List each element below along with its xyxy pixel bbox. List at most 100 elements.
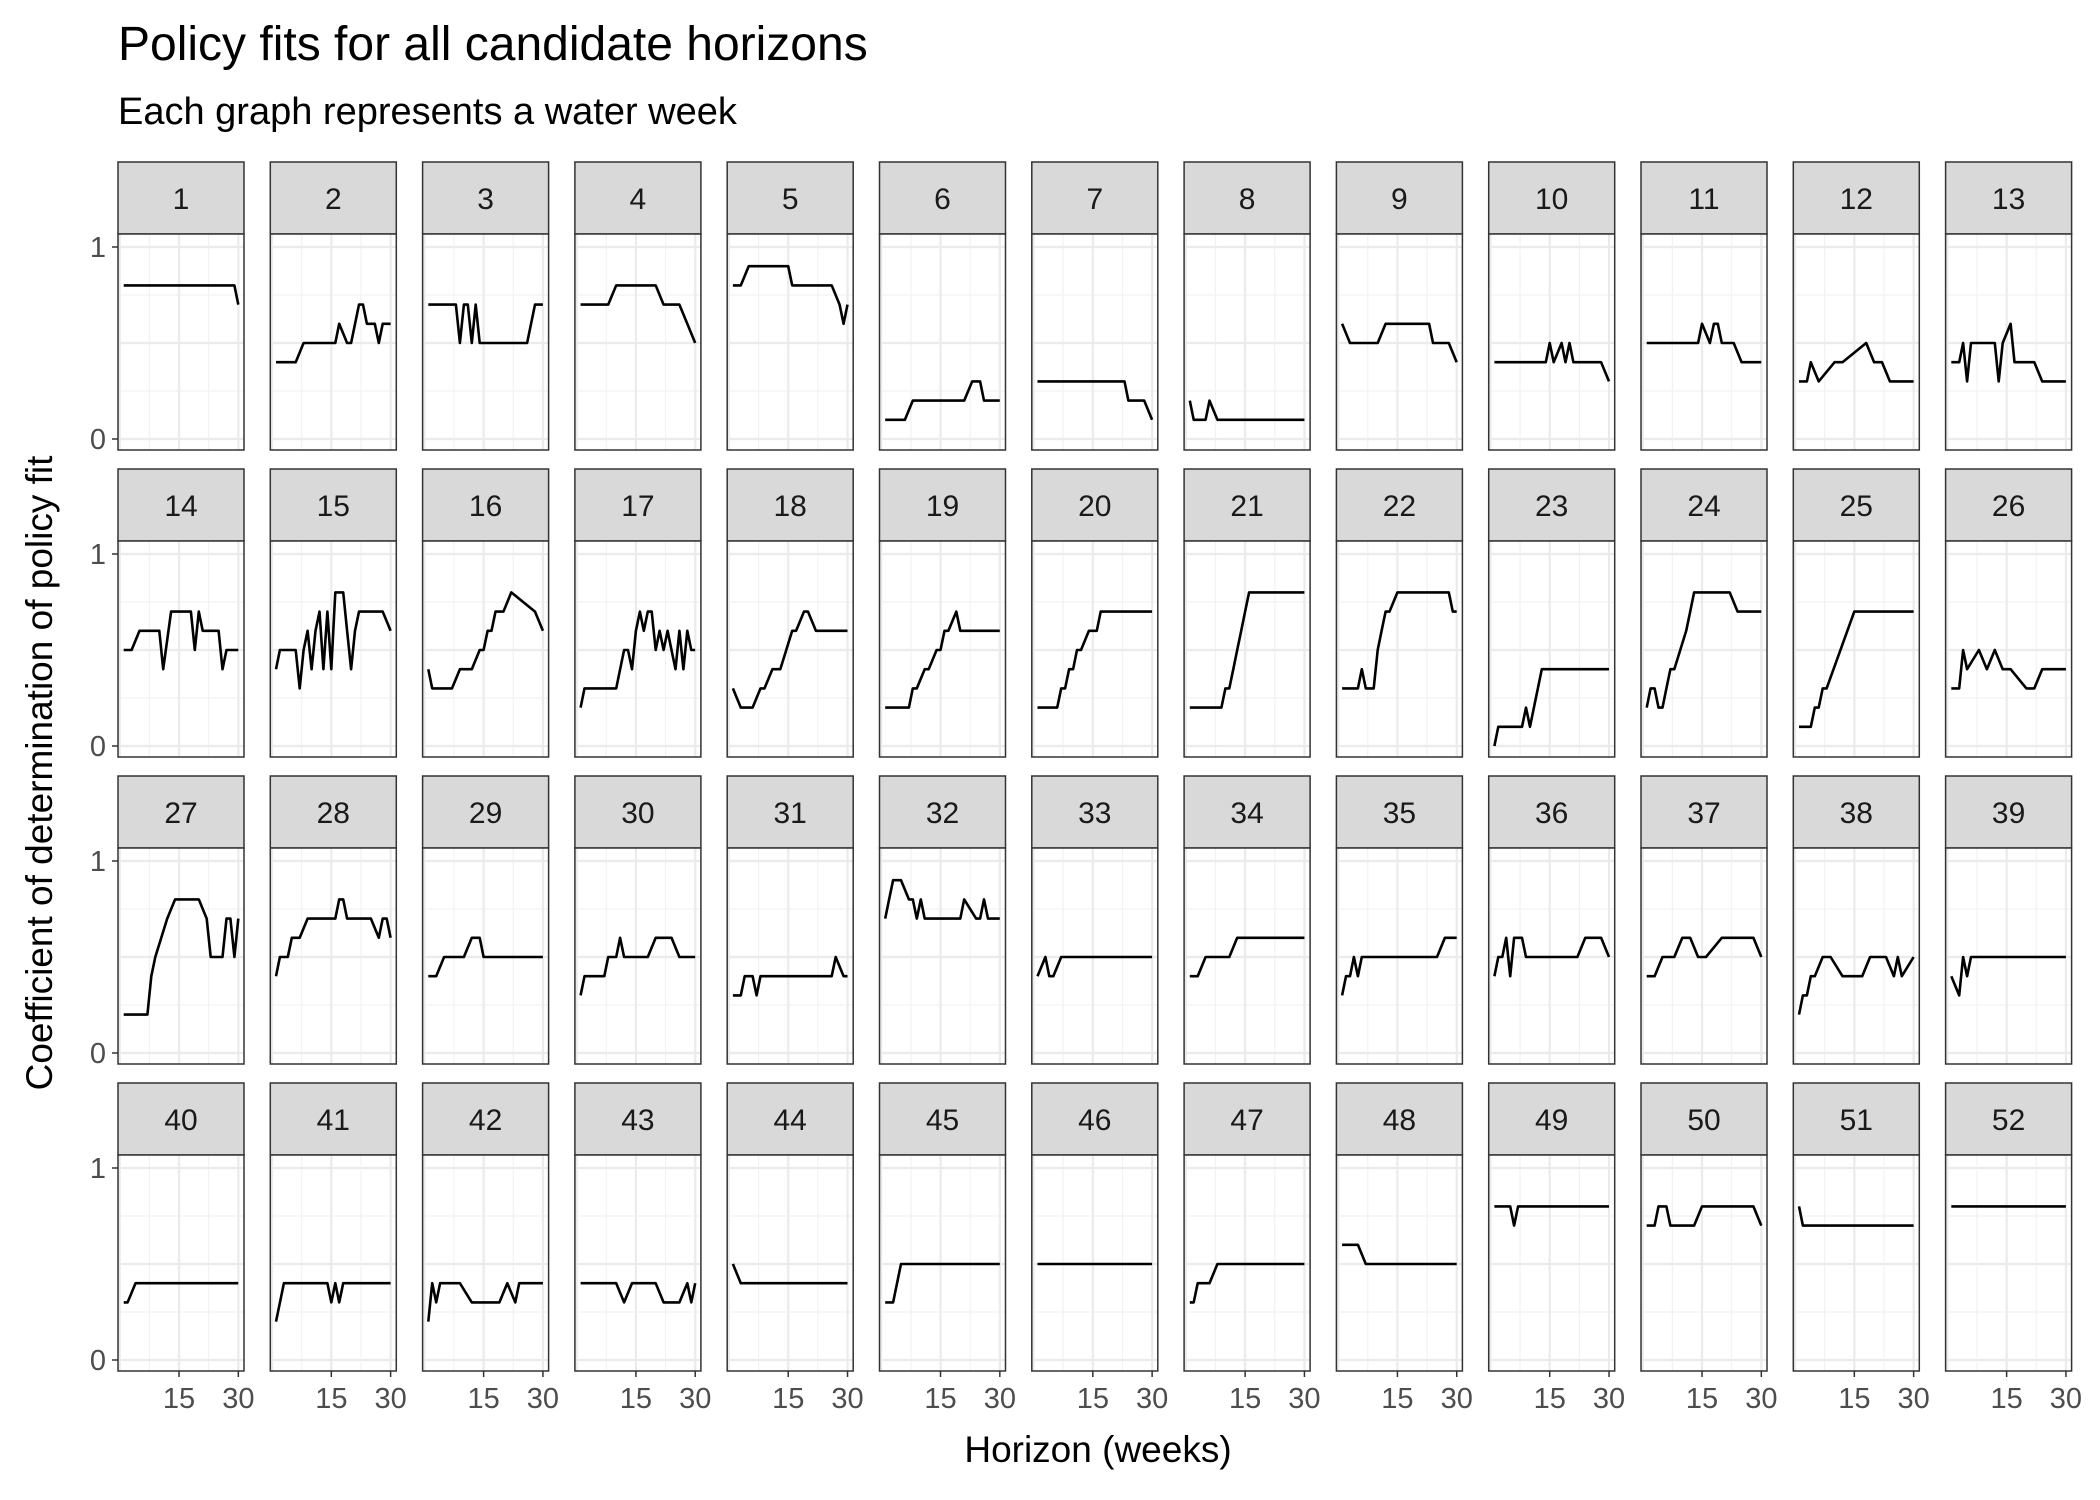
series-line xyxy=(1950,955,2066,997)
facet-strip-label: 2 xyxy=(325,183,342,216)
facet-panel-12: 12 xyxy=(1792,161,1921,451)
series-line xyxy=(1951,648,2066,690)
series-line xyxy=(1494,1205,1609,1227)
facet-strip-label: 8 xyxy=(1239,183,1256,216)
facet-strip xyxy=(1792,468,1921,542)
facet-border xyxy=(1031,847,1159,1065)
series-line xyxy=(731,1263,848,1285)
facet-strip xyxy=(878,468,1007,542)
facet-border xyxy=(726,847,854,1065)
series-line xyxy=(1799,610,1914,729)
facet-strip xyxy=(878,1082,1007,1156)
series-line xyxy=(731,610,848,709)
x-tick-label: 30 xyxy=(984,1383,1016,1415)
x-axis-title: Horizon (weeks) xyxy=(964,1429,1231,1470)
facet-panel-5: 5 xyxy=(726,161,854,451)
facet-border xyxy=(1944,847,2073,1065)
series-line xyxy=(1342,591,1457,690)
facet-strip-label: 12 xyxy=(1840,183,1873,216)
facet-border xyxy=(1183,540,1311,758)
facet-border xyxy=(574,233,702,451)
series-line xyxy=(732,955,848,997)
series-line xyxy=(123,1281,239,1304)
series-line xyxy=(123,610,239,671)
facet-panel-35: 35 xyxy=(1335,775,1464,1065)
facet-panel-40: 40 0 1 15 30 xyxy=(90,1082,254,1415)
series-line xyxy=(1645,591,1762,709)
facet-border xyxy=(1183,847,1311,1065)
facet-border xyxy=(726,540,854,758)
series-line xyxy=(428,936,543,978)
facet-panel-50: 50 15 30 xyxy=(1640,1082,1777,1415)
x-tick-label: 15 xyxy=(1686,1383,1718,1415)
facet-panel-15: 15 xyxy=(269,468,398,758)
facet-border xyxy=(726,1154,854,1372)
facet-border xyxy=(117,233,245,451)
facet-strip xyxy=(1031,1082,1159,1156)
facet-panel-11: 11 xyxy=(1640,161,1768,451)
facet-border xyxy=(574,847,702,1065)
y-axis-title: Coefficient of determination of policy f… xyxy=(19,455,60,1091)
facet-border xyxy=(1335,1154,1464,1372)
facet-strip-label: 46 xyxy=(1078,1104,1111,1137)
series-line xyxy=(1646,936,1763,978)
facet-panel-41: 41 15 30 xyxy=(269,1082,407,1415)
facet-strip xyxy=(1944,1082,2073,1156)
series-line xyxy=(885,380,1000,422)
facet-panel-16: 16 xyxy=(421,468,550,758)
y-tick-label: 1 xyxy=(90,846,106,878)
facet-panel-6: 6 xyxy=(878,161,1007,451)
series-line xyxy=(1189,591,1305,709)
facet-strip xyxy=(1640,1082,1768,1156)
y-tick-label: 1 xyxy=(90,232,106,264)
series-line xyxy=(1799,341,1914,383)
facet-panel-38: 38 xyxy=(1792,775,1921,1065)
facet-strip xyxy=(726,161,854,235)
series-line xyxy=(276,303,391,364)
facet-border xyxy=(1640,540,1768,758)
facet-strip xyxy=(1487,468,1616,542)
x-tick-label: 15 xyxy=(924,1383,956,1415)
series-line xyxy=(1646,1205,1763,1227)
facet-strip-label: 37 xyxy=(1687,797,1720,830)
series-line xyxy=(123,898,240,1016)
x-tick-label: 15 xyxy=(467,1383,499,1415)
facet-strip xyxy=(574,161,702,235)
facet-panel-20: 20 xyxy=(1031,468,1159,758)
series-line xyxy=(427,591,545,690)
series-line xyxy=(1036,955,1153,978)
facet-strip xyxy=(421,161,550,235)
facet-panel-10: 10 xyxy=(1487,161,1616,451)
facet-strip-label: 25 xyxy=(1840,490,1873,523)
facet-panel-31: 31 xyxy=(726,775,854,1065)
facet-strip xyxy=(269,775,398,849)
facet-strip-label: 39 xyxy=(1992,797,2025,830)
facet-strip xyxy=(269,161,398,235)
facet-strip xyxy=(1944,775,2073,849)
facet-border xyxy=(1031,233,1159,451)
facet-border xyxy=(1792,540,1921,758)
series-line xyxy=(883,878,1000,920)
facet-strip-label: 22 xyxy=(1383,490,1416,523)
facet-border xyxy=(1944,1154,2073,1372)
facet-strip xyxy=(1640,161,1768,235)
series-line xyxy=(732,264,849,326)
x-tick-label: 15 xyxy=(1381,1383,1413,1415)
series-line xyxy=(1493,936,1611,978)
facet-strip-label: 17 xyxy=(621,490,654,523)
facet-strip-label: 45 xyxy=(926,1104,959,1137)
facet-border xyxy=(1792,233,1921,451)
facet-strip xyxy=(726,1082,854,1156)
facet-border xyxy=(269,233,398,451)
facet-strip-label: 51 xyxy=(1840,1104,1873,1137)
facet-strip-label: 32 xyxy=(926,797,959,830)
series-line xyxy=(428,303,543,345)
x-tick-label: 30 xyxy=(374,1383,406,1415)
facet-strip-label: 6 xyxy=(934,183,951,216)
facet-strip xyxy=(117,1082,245,1156)
chart-subtitle: Each graph represents a water week xyxy=(118,91,738,133)
series-line xyxy=(274,1281,391,1322)
y-tick-label: 0 xyxy=(90,1038,106,1070)
